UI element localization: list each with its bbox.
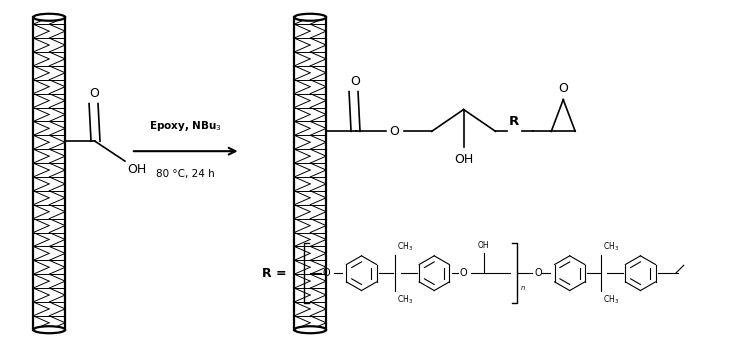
Text: R =: R = bbox=[262, 267, 287, 280]
Text: O: O bbox=[350, 75, 360, 88]
Text: R: R bbox=[508, 115, 518, 128]
Bar bbox=[295, 17, 326, 330]
Ellipse shape bbox=[295, 14, 326, 21]
Text: O: O bbox=[460, 268, 467, 278]
Text: CH$_3$: CH$_3$ bbox=[397, 293, 413, 306]
Ellipse shape bbox=[295, 326, 326, 333]
Text: O: O bbox=[322, 268, 330, 278]
Text: CH$_3$: CH$_3$ bbox=[397, 241, 413, 253]
Text: O: O bbox=[89, 86, 99, 100]
Text: $_n$: $_n$ bbox=[521, 283, 526, 293]
Text: O: O bbox=[389, 125, 399, 138]
Bar bbox=[34, 17, 65, 330]
Text: OH: OH bbox=[454, 153, 473, 166]
Text: O: O bbox=[558, 82, 568, 95]
Text: CH$_3$: CH$_3$ bbox=[603, 293, 619, 306]
Text: OH: OH bbox=[127, 163, 146, 176]
Ellipse shape bbox=[34, 14, 65, 21]
Text: CH$_3$: CH$_3$ bbox=[603, 241, 619, 253]
Text: Epoxy, NBu$_3$: Epoxy, NBu$_3$ bbox=[149, 119, 222, 133]
Text: 80 °C, 24 h: 80 °C, 24 h bbox=[156, 169, 215, 179]
Text: O: O bbox=[534, 268, 542, 278]
Text: OH: OH bbox=[477, 242, 489, 251]
Ellipse shape bbox=[34, 326, 65, 333]
